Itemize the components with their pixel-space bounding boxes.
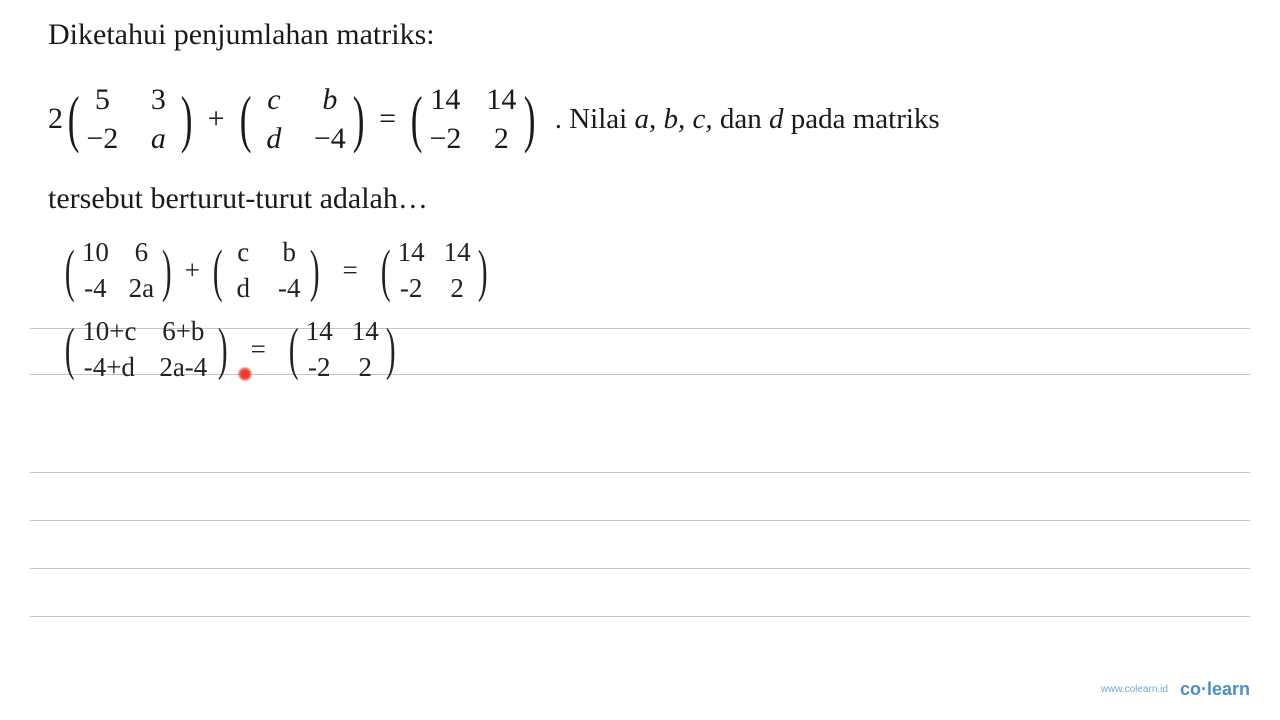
scalar-two: 2 — [48, 102, 63, 136]
hw1-plus: + — [185, 255, 200, 286]
m2-r2c2: −4 — [312, 119, 348, 158]
hw1-m2-r2c1: d — [227, 270, 259, 306]
handwriting-row-2: ( 10+c 6+b -4+d 2a-4 ) = — [60, 313, 1232, 386]
hw1-eq: = — [343, 255, 358, 286]
left-paren: ( — [239, 97, 251, 142]
m1-r2c1: −2 — [84, 119, 120, 158]
hw1-m2-r1c1: c — [227, 234, 259, 270]
left-paren: ( — [411, 97, 423, 142]
m1-r1c1: 5 — [84, 80, 120, 119]
hw2-m1-r2c2: 2a-4 — [153, 349, 213, 385]
m3-r1c2: 14 — [483, 80, 519, 119]
hw1-m3-r2c2: 2 — [441, 270, 473, 306]
text-end: pada matriks — [783, 103, 939, 135]
hw2-matrix-1: ( 10+c 6+b -4+d 2a-4 ) — [60, 313, 233, 386]
logo-learn: learn — [1207, 679, 1250, 699]
question-tail-text: tersebut berturut-turut adalah… — [48, 182, 1232, 216]
hw2-eq: = — [251, 334, 266, 365]
hw1-matrix-1: ( 10 6 -4 2a ) — [60, 234, 177, 307]
matrix-3: ( 14 14 −2 2 ) — [406, 80, 541, 158]
hw2-m1-r2c1: -4+d — [79, 349, 139, 385]
text-d: d — [769, 103, 784, 135]
footer-url: www.colearn.id — [1101, 684, 1168, 695]
m1-r1c2: 3 — [140, 80, 176, 119]
m2-r2c1: d — [256, 119, 292, 158]
hw2-m1-r1c1: 10+c — [79, 313, 139, 349]
m3-r2c2: 2 — [483, 119, 519, 158]
question-nilai-text: . Nilai a, b, c, dan d pada matriks — [555, 103, 940, 136]
hw2-matrix-2: ( 14 14 -2 2 ) — [284, 313, 401, 386]
hw1-m3-r1c1: 14 — [395, 234, 427, 270]
hw1-m1-r1c2: 6 — [125, 234, 157, 270]
hw2-m2-r2c2: 2 — [349, 349, 381, 385]
hw1-m2-r1c2: b — [273, 234, 305, 270]
text-mid: dan — [713, 103, 769, 135]
plus-operator: + — [208, 102, 225, 136]
hw1-m1-r1c1: 10 — [79, 234, 111, 270]
matrix-1: ( 5 3 −2 a ) — [63, 80, 198, 158]
m3-r1c1: 14 — [427, 80, 463, 119]
m2-r1c1: c — [256, 80, 292, 119]
hw1-matrix-3: ( 14 14 -2 2 ) — [376, 234, 493, 307]
right-paren: ) — [181, 97, 193, 142]
hw1-m1-r2c2: 2a — [125, 270, 157, 306]
footer-logo: co·learn — [1180, 679, 1250, 700]
logo-co: co — [1180, 679, 1201, 699]
hw2-m2-r2c1: -2 — [303, 349, 335, 385]
hw1-m3-r1c2: 14 — [441, 234, 473, 270]
text-prefix: . Nilai — [555, 103, 635, 135]
m3-r2c1: −2 — [427, 119, 463, 158]
hw2-m2-r1c2: 14 — [349, 313, 381, 349]
equals-operator: = — [379, 102, 396, 136]
laser-pointer-icon — [238, 367, 252, 381]
question-intro-text: Diketahui penjumlahan matriks: — [48, 18, 1232, 52]
m1-r2c2: a — [140, 119, 176, 158]
hw1-m1-r2c1: -4 — [79, 270, 111, 306]
hw1-matrix-2: ( c b d -4 ) — [208, 234, 325, 307]
text-vars: a, b, c, — [634, 103, 712, 135]
matrix-2: ( c b d −4 ) — [235, 80, 370, 158]
handwriting-row-1: ( 10 6 -4 2a ) + ( — [60, 234, 1232, 307]
hw2-m1-r1c2: 6+b — [153, 313, 213, 349]
hw2-m2-r1c1: 14 — [303, 313, 335, 349]
printed-equation: 2 ( 5 3 −2 a ) + ( c b — [48, 80, 1232, 158]
left-paren: ( — [68, 97, 80, 142]
right-paren: ) — [353, 97, 365, 142]
hw1-m2-r2c2: -4 — [273, 270, 305, 306]
right-paren: ) — [524, 97, 536, 142]
handwriting-area: ( 10 6 -4 2a ) + ( — [48, 234, 1232, 386]
hw1-m3-r2c1: -2 — [395, 270, 427, 306]
footer: www.colearn.id co·learn — [1101, 679, 1250, 700]
m2-r1c2: b — [312, 80, 348, 119]
